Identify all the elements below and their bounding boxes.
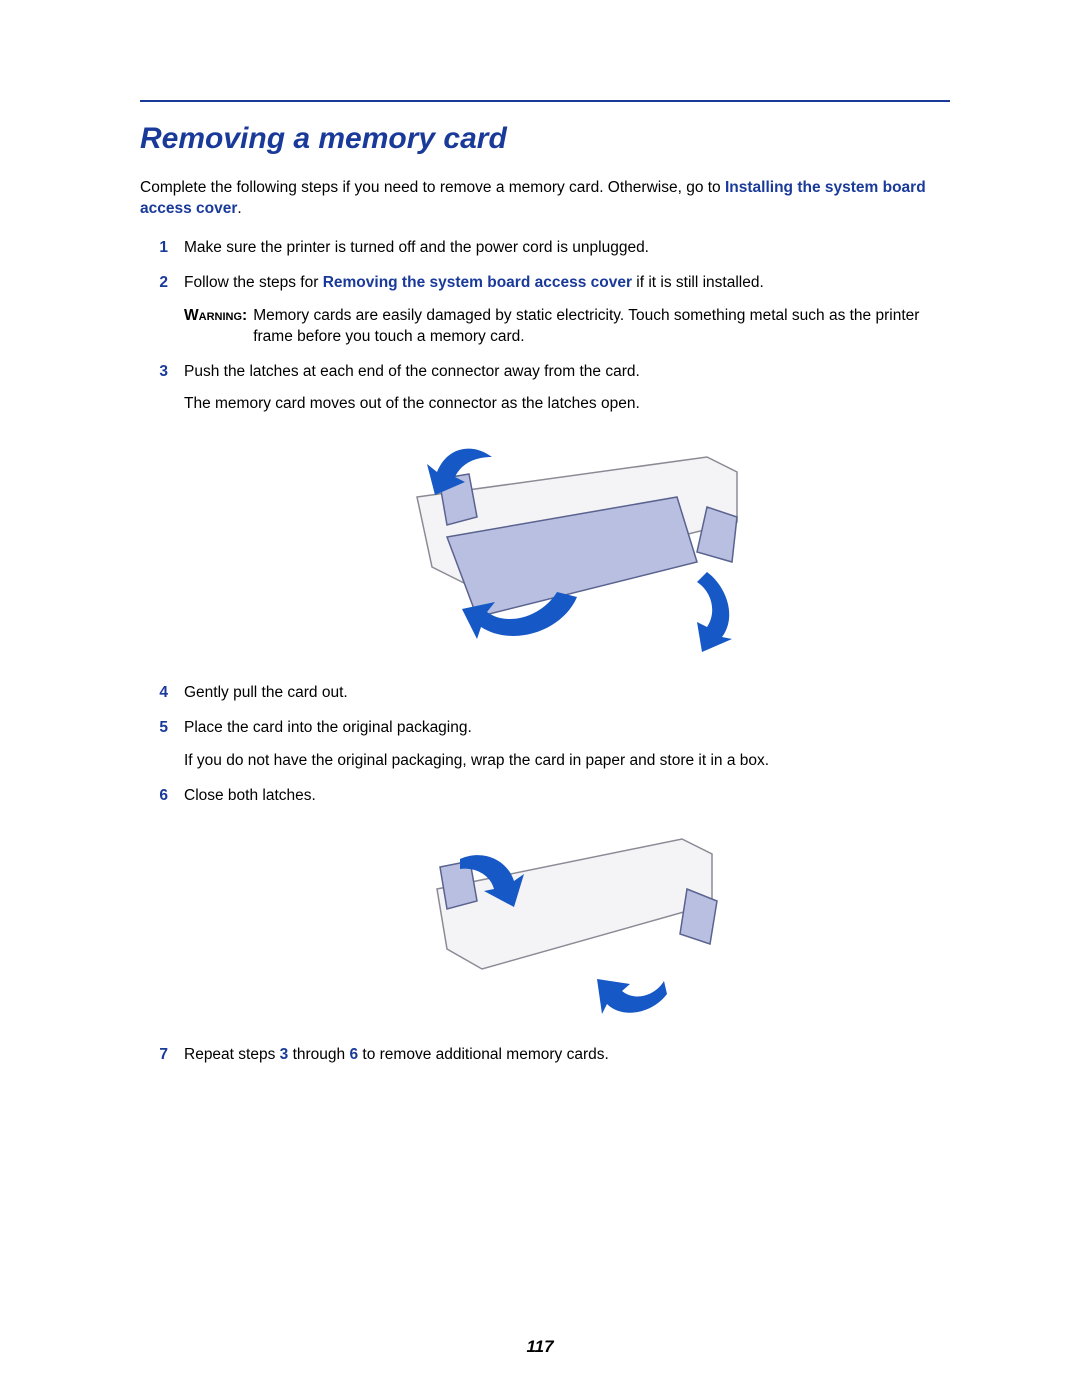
step-body: Close both latches.	[184, 786, 950, 1031]
step-number: 5	[140, 718, 184, 739]
step-4: 4 Gently pull the card out.	[140, 683, 950, 704]
intro-paragraph: Complete the following steps if you need…	[140, 178, 950, 220]
step-number: 6	[140, 786, 184, 807]
step-body: Follow the steps for Removing the system…	[184, 273, 950, 348]
step-2: 2 Follow the steps for Removing the syst…	[140, 273, 950, 348]
link-removing-cover[interactable]: Removing the system board access cover	[323, 274, 632, 291]
page-number: 117	[0, 1337, 1080, 1357]
s7-mid: through	[288, 1046, 349, 1063]
step-number: 4	[140, 683, 184, 704]
step-1: 1 Make sure the printer is turned off an…	[140, 238, 950, 259]
page: Removing a memory card Complete the foll…	[0, 0, 1080, 1397]
step-body: Push the latches at each end of the conn…	[184, 362, 950, 670]
step-text-a: Place the card into the original packagi…	[184, 718, 950, 739]
step-3: 3 Push the latches at each end of the co…	[140, 362, 950, 670]
intro-pre: Complete the following steps if you need…	[140, 179, 725, 196]
step-text: Close both latches.	[184, 786, 950, 807]
s2-post: if it is still installed.	[632, 274, 764, 291]
step-body: Place the card into the original packagi…	[184, 718, 950, 772]
step-text: Follow the steps for Removing the system…	[184, 273, 950, 294]
ref-step-6: 6	[349, 1046, 358, 1063]
warning-label: Warning:	[184, 307, 247, 324]
step-text-b: The memory card moves out of the connect…	[184, 394, 950, 415]
step-body: Gently pull the card out.	[184, 683, 950, 704]
step-text-b: If you do not have the original packagin…	[184, 751, 950, 772]
warning-text: Memory cards are easily damaged by stati…	[253, 307, 919, 345]
step-text-a: Push the latches at each end of the conn…	[184, 362, 950, 383]
top-rule	[140, 100, 950, 102]
illustration-latches-open	[377, 427, 757, 657]
ref-step-3: 3	[280, 1046, 289, 1063]
intro-post: .	[237, 200, 241, 217]
step-6: 6 Close both latches.	[140, 786, 950, 1031]
s7-post: to remove additional memory cards.	[358, 1046, 609, 1063]
step-number: 3	[140, 362, 184, 383]
step-7: 7 Repeat steps 3 through 6 to remove add…	[140, 1045, 950, 1066]
step-text: Gently pull the card out.	[184, 683, 950, 704]
step-number: 2	[140, 273, 184, 294]
step-text: Repeat steps 3 through 6 to remove addit…	[184, 1045, 950, 1066]
step-number: 7	[140, 1045, 184, 1066]
step-list: 1 Make sure the printer is turned off an…	[140, 238, 950, 1066]
step-number: 1	[140, 238, 184, 259]
step-body: Repeat steps 3 through 6 to remove addit…	[184, 1045, 950, 1066]
warning-block: Warning: Memory cards are easily damaged…	[184, 306, 950, 348]
s7-pre: Repeat steps	[184, 1046, 280, 1063]
step-5: 5 Place the card into the original packa…	[140, 718, 950, 772]
page-title: Removing a memory card	[140, 122, 950, 156]
step-body: Make sure the printer is turned off and …	[184, 238, 950, 259]
s2-pre: Follow the steps for	[184, 274, 323, 291]
step-text: Make sure the printer is turned off and …	[184, 238, 950, 259]
illustration-latches-close	[402, 819, 732, 1019]
